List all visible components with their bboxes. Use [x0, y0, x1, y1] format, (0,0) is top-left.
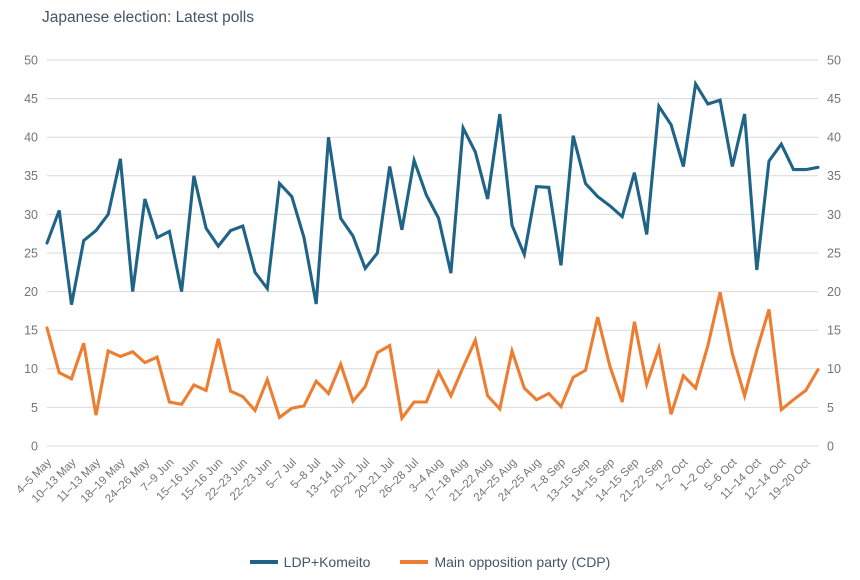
legend-label-cdp: Main opposition party (CDP): [434, 554, 611, 570]
y-axis-tick-left: 25: [24, 246, 38, 260]
y-axis-tick-left: 20: [24, 285, 38, 299]
y-axis-tick-right: 25: [827, 246, 841, 260]
y-axis-tick-left: 50: [24, 53, 38, 67]
y-axis-tick-left: 5: [31, 401, 38, 415]
chart-legend: LDP+Komeito Main opposition party (CDP): [0, 554, 860, 570]
y-axis-tick-right: 20: [827, 285, 841, 299]
y-axis-tick-right: 0: [827, 439, 834, 453]
y-axis-tick-left: 35: [24, 169, 38, 183]
y-axis-tick-right: 5: [827, 401, 834, 415]
y-axis-tick-right: 50: [827, 53, 841, 67]
y-axis-tick-left: 10: [24, 362, 38, 376]
legend-item-ldp-komeito: LDP+Komeito: [249, 554, 371, 570]
y-axis-tick-right: 40: [827, 131, 841, 145]
legend-label-ldp-komeito: LDP+Komeito: [283, 554, 371, 570]
legend-item-cdp: Main opposition party (CDP): [400, 554, 610, 570]
y-axis-tick-right: 45: [827, 92, 841, 106]
y-axis-tick-right: 35: [827, 169, 841, 183]
series-line-1: [45, 292, 820, 423]
y-axis-tick-right: 10: [827, 362, 841, 376]
y-axis-tick-right: 30: [827, 208, 841, 222]
y-axis-tick-left: 45: [24, 92, 38, 106]
chart-title: Japanese election: Latest polls: [42, 9, 254, 26]
y-axis-tick-left: 0: [31, 439, 38, 453]
cdp-line-swatch-icon: [400, 560, 429, 564]
ldp-komeito-line-swatch-icon: [249, 560, 278, 564]
y-axis-tick-right: 15: [827, 324, 841, 338]
y-axis-tick-left: 15: [24, 324, 38, 338]
y-axis-tick-left: 30: [24, 208, 38, 222]
y-axis-tick-left: 40: [24, 131, 38, 145]
series-line-0: [45, 79, 820, 305]
